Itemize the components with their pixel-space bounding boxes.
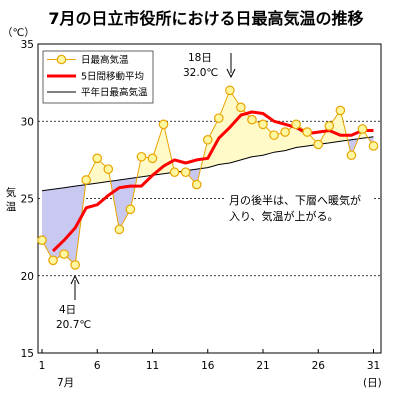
data-point <box>92 153 103 164</box>
annotation-max-arrowhead <box>226 68 236 79</box>
below-normal-fill <box>42 184 86 265</box>
data-point <box>225 85 235 96</box>
legend: 日最高気温 5日間移動平均 平年日最高気温 <box>42 50 154 104</box>
data-point <box>169 167 180 178</box>
data-point <box>280 127 290 137</box>
note: 月の後半は、下層へ暖気が 入り、気温が上がる。 <box>224 190 372 228</box>
data-point <box>103 164 114 174</box>
data-point <box>357 124 368 134</box>
data-point <box>114 224 125 235</box>
x-tick-label: 26 <box>312 360 326 372</box>
y-axis-label-char: 温 <box>6 201 17 213</box>
data-point <box>37 235 47 246</box>
data-point <box>346 150 357 161</box>
x-tick-label: 1 <box>39 360 46 372</box>
above-normal-fill <box>85 158 111 185</box>
y-axis-label: 気温 <box>6 186 17 213</box>
data-point <box>191 179 202 190</box>
data-point <box>59 249 69 259</box>
data-point <box>291 119 301 130</box>
x-tick-label: 31 <box>367 360 380 372</box>
above-normal-fill <box>137 124 175 178</box>
data-point <box>236 102 246 113</box>
data-point <box>70 260 80 270</box>
x-tick-label: 21 <box>256 360 269 372</box>
data-point <box>313 139 324 150</box>
x-tick-label: 11 <box>146 360 159 372</box>
legend-label-moving-average: 5日間移動平均 <box>81 71 144 83</box>
series-line-moving-average <box>51 110 374 253</box>
annotation-max: 18日 32.0℃ <box>183 52 236 79</box>
y-tick-label: 20 <box>21 271 34 283</box>
difference-fill <box>42 90 374 265</box>
month-label: 7月 <box>57 377 74 389</box>
data-point <box>324 121 335 131</box>
note-box <box>224 190 372 228</box>
annotation-min-day: 4日 <box>59 304 76 316</box>
y-tick-label: 35 <box>21 39 34 51</box>
x-tick-label: 6 <box>94 360 101 372</box>
annotation-min-arrowhead <box>70 274 80 285</box>
y-tick-label: 25 <box>21 194 34 206</box>
annotation-min-temp: 20.7℃ <box>56 319 91 331</box>
data-point <box>180 167 191 178</box>
y-axis-label-char: 気 <box>6 186 17 199</box>
data-point <box>335 105 346 116</box>
chart-title: 7月の日立市役所における日最高気温の推移 <box>48 9 363 28</box>
y-tick-label: 15 <box>21 348 34 360</box>
annotation-max-temp: 32.0℃ <box>183 67 218 79</box>
data-point <box>247 114 257 125</box>
legend-label-daily: 日最高気温 <box>81 54 129 66</box>
data-point <box>147 153 158 164</box>
data-point <box>158 119 169 130</box>
annotation-min: 4日 20.7℃ <box>56 274 91 331</box>
data-point <box>258 119 268 130</box>
note-line-1: 月の後半は、下層へ暖気が <box>229 193 361 207</box>
data-point <box>125 204 136 215</box>
data-point <box>48 255 58 266</box>
x-unit-label: (日) <box>363 377 382 389</box>
legend-marker-daily <box>56 54 67 65</box>
data-point <box>302 127 312 137</box>
data-point <box>202 134 213 145</box>
data-point <box>214 113 224 123</box>
above-normal-fill <box>200 90 348 169</box>
x-tick-label: 16 <box>201 360 215 372</box>
above-normal-fill <box>358 129 368 139</box>
data-point <box>81 175 91 185</box>
legend-label-normal: 平年日最高気温 <box>81 87 148 99</box>
data-point <box>269 130 279 140</box>
note-line-2: 入り、気温が上がる。 <box>229 209 339 223</box>
annotation-max-day: 18日 <box>188 52 212 64</box>
data-point <box>136 151 147 162</box>
data-point <box>368 141 379 151</box>
below-normal-fill <box>347 138 359 156</box>
y-unit-label: （℃） <box>2 27 35 39</box>
series-group <box>37 85 379 270</box>
y-tick-label: 30 <box>21 116 34 128</box>
